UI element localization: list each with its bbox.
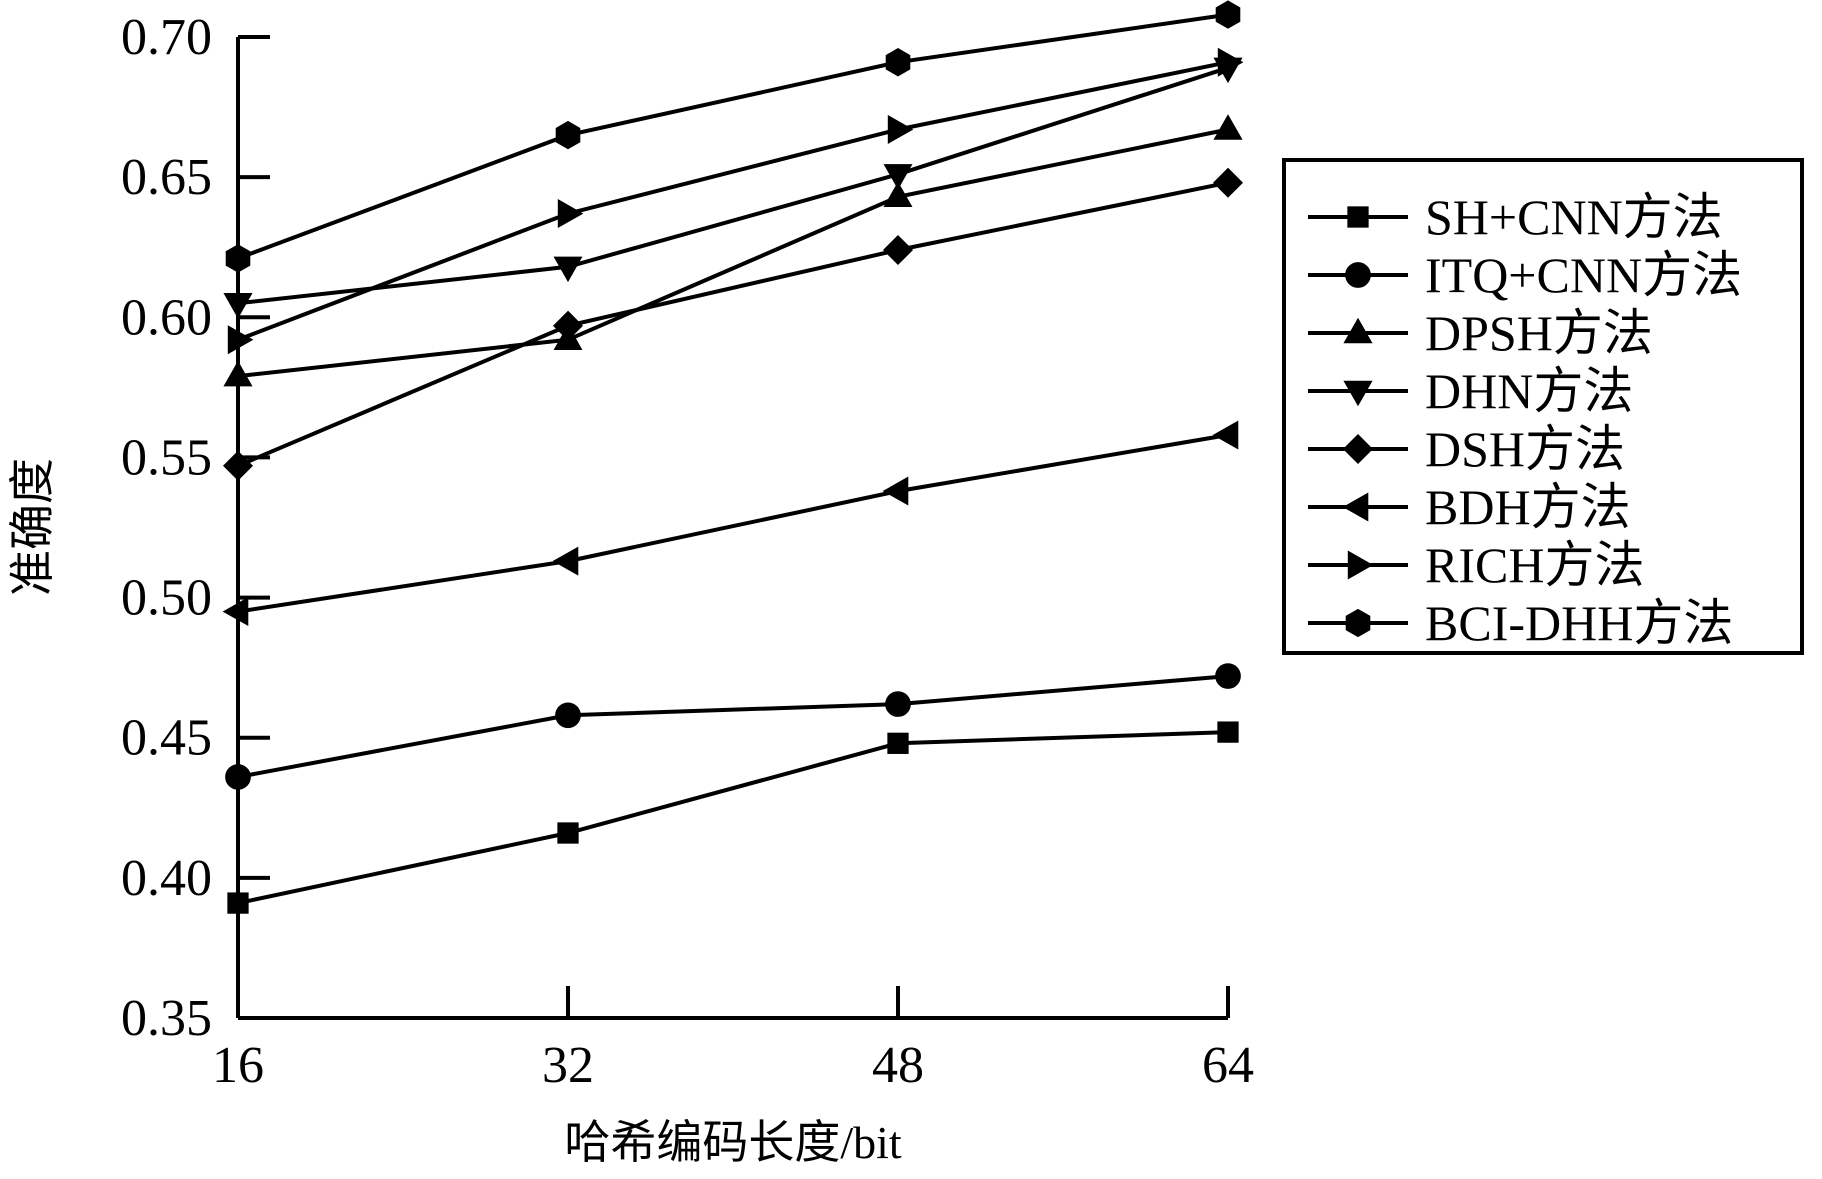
series-hexagon xyxy=(225,0,1241,273)
series-triangle-right xyxy=(227,47,1244,355)
data-point-marker xyxy=(222,597,249,627)
legend-marker xyxy=(1345,262,1371,288)
legend-item: BDH方法 xyxy=(1308,479,1631,535)
data-point-marker xyxy=(557,199,584,229)
data-point-marker xyxy=(223,293,253,319)
x-tick-label: 48 xyxy=(872,1037,924,1094)
data-point-marker xyxy=(225,244,251,273)
legend: SH+CNN方法ITQ+CNN方法DPSH方法DHN方法DSH方法BDH方法RI… xyxy=(1282,158,1804,655)
series-line xyxy=(237,674,1229,779)
data-point-marker xyxy=(555,120,581,150)
data-point-marker xyxy=(885,48,911,77)
data-point-marker xyxy=(1213,114,1243,140)
legend-label: DSH方法 xyxy=(1425,421,1625,477)
legend-label: RICH方法 xyxy=(1425,537,1644,593)
series-line xyxy=(237,180,1229,468)
y-tick-label: 0.35 xyxy=(121,990,212,1047)
legend-item: SH+CNN方法 xyxy=(1308,189,1723,245)
data-point-marker xyxy=(887,114,914,144)
legend-label: BCI-DHH方法 xyxy=(1425,595,1733,651)
axes xyxy=(236,37,1228,1020)
legend-marker xyxy=(1347,206,1369,228)
y-tick-label: 0.55 xyxy=(121,429,212,486)
data-point-marker xyxy=(1217,721,1239,743)
legend-item: BCI-DHH方法 xyxy=(1308,595,1733,651)
series-line xyxy=(237,433,1229,614)
legend-box xyxy=(1282,158,1804,655)
legend-marker xyxy=(1342,492,1369,522)
series-layer xyxy=(222,0,1244,914)
legend-label: SH+CNN方法 xyxy=(1425,189,1723,245)
y-tick-label: 0.60 xyxy=(121,289,212,346)
data-point-marker xyxy=(223,360,253,387)
y-axis-label: 准确度 xyxy=(7,458,58,596)
data-point-marker xyxy=(887,732,909,754)
series-line xyxy=(237,12,1229,261)
data-point-marker xyxy=(225,764,251,790)
data-point-marker xyxy=(555,702,581,729)
series-line xyxy=(237,127,1229,379)
series-triangle-up xyxy=(223,114,1243,387)
data-point-marker xyxy=(883,164,913,190)
y-tick-label: 0.70 xyxy=(121,9,212,66)
legend-marker xyxy=(1342,433,1374,465)
series-line xyxy=(237,730,1229,906)
data-point-marker xyxy=(1212,167,1244,198)
legend-item: RICH方法 xyxy=(1308,537,1644,593)
x-axis-label: 哈希编码长度/bit xyxy=(564,1117,902,1168)
legend-marker xyxy=(1345,608,1371,638)
legend-item: DSH方法 xyxy=(1308,421,1625,477)
series-square xyxy=(227,721,1239,914)
data-point-marker xyxy=(552,546,579,576)
data-point-marker xyxy=(1215,663,1241,689)
y-tick-label: 0.40 xyxy=(121,850,212,907)
y-tick-label: 0.65 xyxy=(121,149,212,206)
data-point-marker xyxy=(227,892,249,914)
data-point-marker xyxy=(552,310,584,341)
data-point-marker xyxy=(557,822,579,844)
legend-label: ITQ+CNN方法 xyxy=(1425,247,1742,303)
y-ticks: 0.35 0.40 0.45 0.50 0.55 0.60 0.65 0.70 xyxy=(121,9,270,1047)
series-line xyxy=(237,65,1229,306)
data-point-marker xyxy=(222,450,254,481)
data-point-marker xyxy=(1217,47,1244,77)
series-diamond xyxy=(222,167,1244,481)
y-tick-label: 0.45 xyxy=(121,710,212,767)
legend-label: BDH方法 xyxy=(1425,479,1631,535)
legend-marker xyxy=(1343,380,1373,407)
x-ticks: 16 32 48 64 xyxy=(212,986,1254,1094)
legend-marker xyxy=(1347,550,1374,580)
data-point-marker xyxy=(885,691,911,717)
data-point-marker xyxy=(882,476,909,506)
x-tick-label: 64 xyxy=(1202,1037,1254,1094)
legend-marker xyxy=(1343,317,1373,344)
series-circle xyxy=(225,663,1241,790)
data-point-marker xyxy=(1212,420,1239,450)
x-tick-label: 16 xyxy=(212,1037,264,1094)
series-triangle-left xyxy=(222,420,1239,627)
legend-item: DPSH方法 xyxy=(1308,305,1653,361)
data-point-marker xyxy=(883,181,913,207)
legend-label: DPSH方法 xyxy=(1425,305,1653,361)
y-tick-label: 0.50 xyxy=(121,570,212,627)
legend-item: ITQ+CNN方法 xyxy=(1308,247,1742,303)
series-line xyxy=(237,60,1229,342)
data-point-marker xyxy=(227,325,254,355)
data-point-marker xyxy=(553,256,583,283)
legend-items: SH+CNN方法ITQ+CNN方法DPSH方法DHN方法DSH方法BDH方法RI… xyxy=(1308,189,1742,651)
legend-item: DHN方法 xyxy=(1308,363,1633,419)
x-tick-label: 32 xyxy=(542,1037,594,1094)
legend-label: DHN方法 xyxy=(1425,363,1633,419)
data-point-marker xyxy=(882,234,914,266)
data-point-marker xyxy=(1215,0,1241,29)
